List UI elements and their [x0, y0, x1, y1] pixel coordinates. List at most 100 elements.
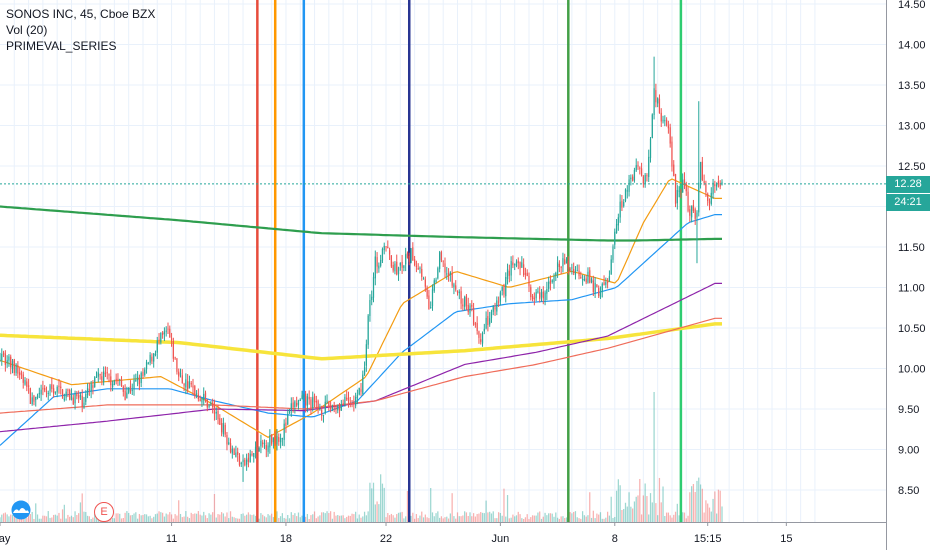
volume-bar	[576, 517, 578, 522]
volume-bar	[381, 483, 384, 522]
volume-bar	[562, 516, 564, 522]
volume-bar	[569, 512, 571, 522]
volume-bar	[231, 516, 233, 522]
chart-legend[interactable]: SONOS INC, 45, Cboe BZX Vol (20) PRIMEVA…	[6, 6, 155, 54]
volume-bar	[76, 515, 78, 522]
candle-body	[462, 304, 464, 307]
candle-body	[714, 184, 716, 187]
volume-bar	[35, 503, 37, 522]
volume-bar	[551, 513, 553, 522]
candle-body	[95, 376, 98, 378]
candle-body	[335, 407, 337, 410]
volume-bar	[644, 483, 646, 522]
volume-bar	[460, 516, 462, 522]
volume-bar	[31, 511, 33, 522]
volume-bar	[333, 511, 335, 522]
series-indicator-label[interactable]: PRIMEVAL_SERIES	[6, 39, 117, 53]
candle-body	[523, 264, 525, 276]
candle-body	[11, 360, 14, 370]
volume-bar	[640, 514, 643, 522]
candle-body	[86, 388, 89, 395]
candle-body	[208, 405, 210, 407]
volume-bar	[321, 512, 323, 522]
volume-bar	[279, 516, 282, 522]
ma-line-ema_orange	[0, 178, 722, 438]
candle-body	[35, 396, 37, 401]
candle-body	[195, 393, 198, 395]
volume-bar	[617, 479, 619, 522]
candle-body	[424, 279, 426, 287]
volume-bar	[515, 515, 518, 522]
volume-bar	[474, 516, 477, 522]
candle-body	[673, 164, 675, 176]
candle-body	[528, 275, 530, 287]
candle-body	[304, 393, 307, 406]
volume-bar	[503, 488, 505, 522]
volume-bar	[355, 511, 357, 522]
volume-bar	[651, 502, 653, 522]
volume-bar	[610, 496, 612, 522]
candle-body	[526, 272, 528, 276]
candle-body	[569, 269, 571, 271]
candle-body	[337, 405, 339, 411]
volume-bar	[692, 484, 695, 522]
candle-body	[451, 273, 453, 286]
volume-bar	[260, 513, 262, 522]
candle-body	[680, 190, 682, 192]
candle-body	[111, 383, 114, 388]
candle-body	[204, 392, 207, 398]
candle-body	[228, 442, 230, 445]
candle-body	[170, 338, 173, 340]
volume-bar	[272, 517, 275, 522]
volume-bar	[637, 495, 639, 522]
ma-line-sma_red	[0, 317, 722, 414]
candle-body	[464, 297, 466, 307]
volume-bar	[269, 515, 271, 522]
candle-body	[497, 301, 500, 303]
candle-body	[56, 387, 58, 393]
volume-bar	[242, 513, 244, 522]
volume-bar	[265, 517, 267, 522]
candle-body	[439, 252, 441, 269]
volume-bar	[530, 517, 532, 522]
volume-bar	[571, 513, 573, 522]
ma-line-ema_blue	[0, 214, 722, 446]
candle-body	[514, 264, 516, 266]
volume-bar	[676, 503, 678, 522]
tradingview-cloud-icon[interactable]	[8, 500, 34, 520]
candle-body	[183, 383, 185, 386]
candle-body	[553, 276, 555, 283]
volume-bar	[188, 518, 191, 522]
candle-body	[272, 437, 275, 442]
volume-bar	[464, 511, 466, 522]
symbol-title[interactable]: SONOS INC, 45, Cboe BZX	[6, 7, 156, 21]
volume-bar	[417, 518, 419, 522]
candle-body	[503, 284, 505, 295]
candle-body	[562, 258, 564, 267]
bar-countdown-tag: 24:21	[886, 193, 930, 211]
price-tick-label: 14.50	[898, 0, 926, 11]
candle-body	[192, 385, 194, 388]
candle-body	[549, 280, 552, 284]
volume-bar	[90, 518, 92, 522]
volume-bar	[140, 515, 142, 522]
candle-body	[199, 399, 201, 402]
volume-bar	[58, 512, 60, 522]
volume-bar	[556, 517, 559, 522]
candle-body	[380, 259, 382, 266]
volume-bar	[583, 515, 586, 522]
candle-body	[317, 400, 319, 409]
candle-body	[580, 277, 582, 279]
candle-body	[54, 391, 57, 393]
volume-bar	[133, 513, 135, 522]
candle-body	[213, 405, 216, 414]
candle-body	[701, 161, 703, 181]
time-tick-label: 8	[612, 533, 618, 545]
volume-bar	[276, 511, 278, 522]
candle-body	[178, 371, 180, 377]
earnings-badge[interactable]: E	[94, 502, 114, 522]
candle-body	[312, 397, 314, 408]
volume-indicator-label[interactable]: Vol (20)	[6, 23, 48, 37]
